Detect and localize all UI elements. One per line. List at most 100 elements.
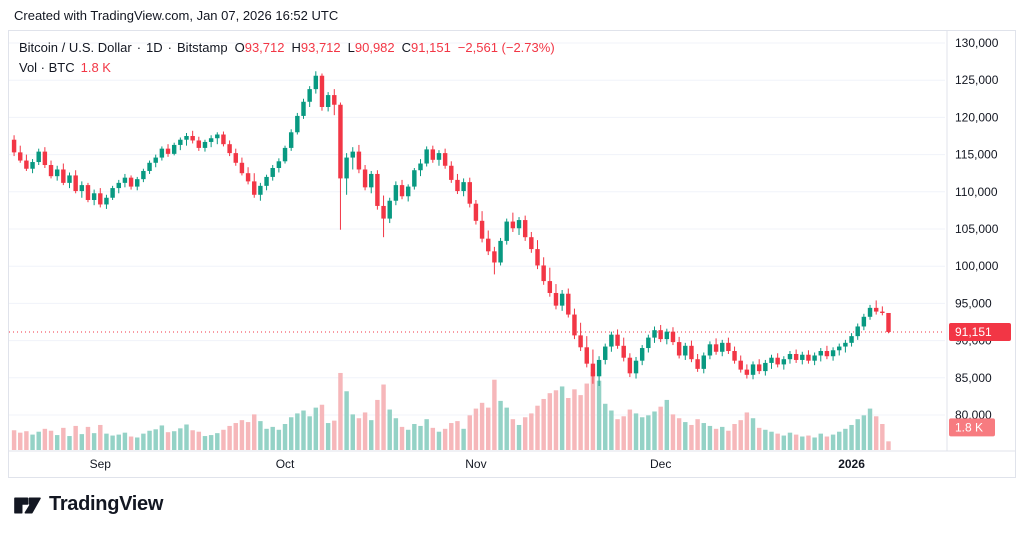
candle-body — [492, 251, 497, 263]
candle-body — [744, 369, 750, 375]
volume-bar — [646, 415, 651, 450]
price-axis-label: 125,000 — [955, 73, 999, 87]
volume-bar — [128, 436, 134, 450]
candle-body — [215, 134, 220, 139]
candle-body — [98, 193, 103, 205]
volume-bar — [689, 424, 694, 450]
candle-body — [713, 344, 719, 352]
candle-body — [405, 186, 411, 197]
candle-body — [633, 360, 639, 374]
volume-bar — [245, 422, 251, 450]
volume-bar — [295, 413, 300, 450]
volume-bar — [24, 431, 29, 450]
volume-study-label[interactable]: Vol · BTC — [19, 60, 75, 75]
candle-body — [54, 169, 60, 177]
candle-body — [473, 203, 479, 221]
candle-body — [171, 144, 177, 154]
axis-badges: 91,151 1.8 K — [949, 323, 1011, 437]
volume-bar — [42, 428, 48, 450]
candle-body — [726, 342, 731, 352]
candle-body — [861, 316, 867, 327]
volume-bar — [522, 417, 528, 450]
candle-body — [319, 75, 325, 107]
price-axis-label: 130,000 — [955, 36, 999, 50]
candle-body — [732, 351, 737, 361]
price-axis-label: 120,000 — [955, 110, 999, 124]
volume-bar — [122, 432, 128, 450]
interval-label[interactable]: 1D — [146, 40, 163, 55]
volume-bar — [584, 383, 589, 450]
volume-bar — [424, 419, 429, 450]
volume-bar — [104, 433, 109, 450]
candle-body — [282, 147, 288, 162]
candle-body — [664, 331, 670, 340]
candle-body — [867, 307, 873, 317]
volume-bar — [252, 414, 257, 450]
candle-body — [621, 345, 626, 358]
candle-body — [873, 307, 879, 312]
volume-bar — [393, 418, 399, 450]
candle-body — [812, 355, 817, 361]
volume-bar — [750, 418, 756, 450]
volume-bar — [442, 428, 448, 450]
volume-bar — [738, 420, 743, 450]
volume-bar — [633, 413, 639, 450]
volume-bar — [652, 411, 657, 450]
candle-body — [85, 185, 91, 200]
candle-body — [830, 350, 836, 357]
volume-bar — [535, 405, 540, 450]
volume-bar — [282, 424, 288, 450]
candle-body — [30, 162, 35, 169]
high-value: 93,712 — [300, 40, 341, 55]
candle-body — [153, 157, 158, 163]
last-price-badge-text: 91,151 — [955, 325, 992, 339]
candle-body — [399, 185, 405, 197]
candle-body — [843, 342, 848, 347]
candle-body — [48, 165, 54, 177]
candle-body — [369, 173, 374, 188]
candle-body — [467, 182, 472, 204]
volume-bar — [362, 412, 368, 450]
volume-bar — [615, 419, 620, 450]
volume-bar — [849, 424, 854, 450]
volume-bar — [843, 428, 848, 450]
volume-bar — [720, 426, 725, 450]
price-axis-label: 85,000 — [955, 371, 992, 385]
volume-bar — [159, 425, 165, 450]
candle-body — [202, 141, 208, 148]
candlestick-chart[interactable]: 130,000 125,000 120,000 115,000 110,000 105,0… — [9, 31, 1015, 477]
candle-body — [609, 334, 614, 347]
symbol-title[interactable]: Bitcoin / U.S. Dollar — [19, 40, 132, 55]
time-axis-label: Sep — [90, 457, 112, 471]
candle-body — [42, 151, 48, 166]
volume-bar — [510, 419, 516, 450]
volume-bar — [239, 420, 245, 450]
candle-body — [104, 197, 109, 205]
time-axis-label: Dec — [650, 457, 671, 471]
candle-body — [239, 162, 245, 174]
volume-bar — [338, 372, 343, 450]
volume-bar — [541, 398, 546, 450]
high-label: H — [291, 40, 301, 55]
candle-body — [350, 151, 355, 158]
candle-body — [461, 182, 466, 192]
volume-bar — [603, 403, 608, 450]
candle-body — [307, 89, 312, 102]
volume-bar — [830, 434, 836, 450]
chart-widget: Bitcoin / U.S. Dollar · 1D · Bitstamp O93,712… — [8, 30, 1016, 478]
volume-bar — [763, 429, 768, 450]
candle-body — [750, 364, 756, 375]
volume-bar — [658, 406, 663, 450]
candle-body — [91, 193, 97, 200]
candle-body — [707, 344, 713, 356]
volume-bar — [726, 430, 731, 450]
volume-bar — [787, 432, 793, 450]
candle-body — [529, 237, 534, 250]
candle-body — [566, 293, 571, 315]
candle-body — [116, 182, 121, 189]
last-volume-badge — [949, 418, 995, 437]
volume-bar — [91, 433, 97, 450]
volume-bar — [11, 430, 17, 450]
volume-layer — [11, 372, 891, 450]
candle-body — [516, 220, 522, 229]
